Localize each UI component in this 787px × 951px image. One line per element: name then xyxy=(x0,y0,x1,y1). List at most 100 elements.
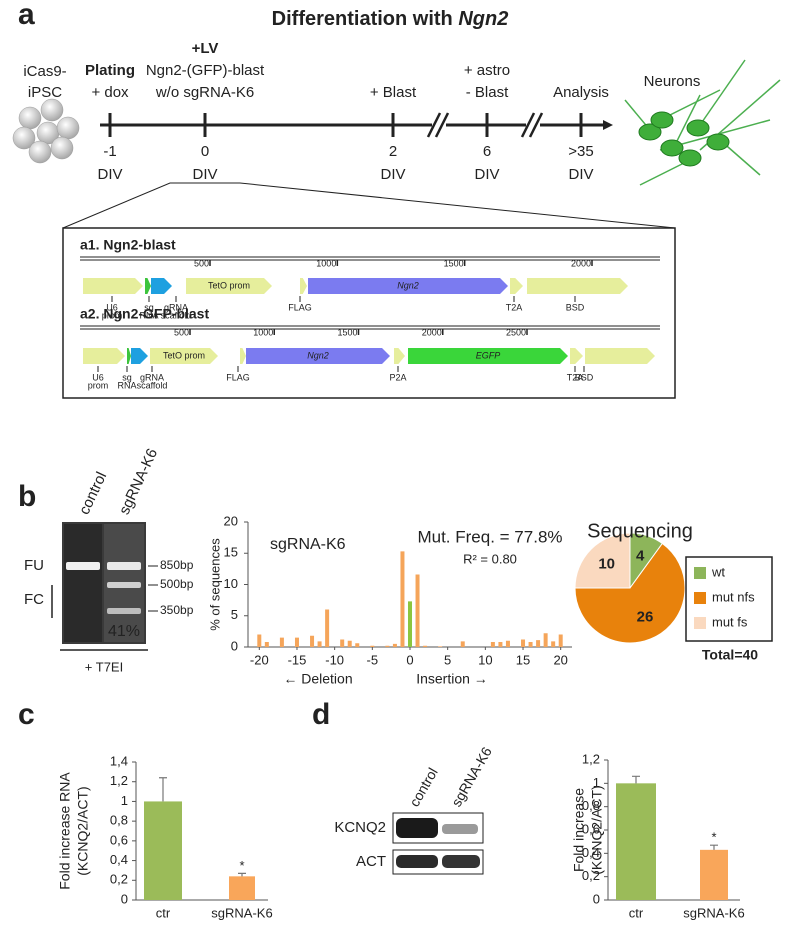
timeline-unit: DIV xyxy=(568,166,593,183)
feature-label: T2A xyxy=(506,302,523,312)
neuron-body xyxy=(706,133,730,151)
x-tick-label: 0 xyxy=(406,652,413,667)
y-tick-label: 0,4 xyxy=(582,845,600,860)
legend-swatch xyxy=(694,592,706,604)
neurite xyxy=(699,59,746,126)
pie-value-label: 4 xyxy=(636,548,645,565)
significance-mark: * xyxy=(239,858,244,873)
x-axis-label: Insertion → xyxy=(416,671,488,687)
feature-label: gRNA xyxy=(140,372,164,382)
feature-arrow xyxy=(131,348,148,364)
feature-label: sg xyxy=(122,372,132,382)
bar xyxy=(400,551,405,647)
y-axis-label: (KCNQ2/ACT) xyxy=(75,786,91,875)
y-axis-label: (KCNQ2/ACT) xyxy=(589,785,605,874)
lane-label: control xyxy=(406,765,441,809)
y-tick-label: 1,2 xyxy=(582,751,600,766)
feature-label: FLAG xyxy=(226,372,250,382)
bar xyxy=(408,601,412,647)
feature-arrow xyxy=(240,348,246,364)
legend-box xyxy=(685,556,773,642)
ruler-label: 1500 xyxy=(444,258,464,268)
timeline-time: 2 xyxy=(389,143,397,160)
chart-title: Sequencing xyxy=(587,520,693,542)
blot-band xyxy=(442,824,478,834)
axis-break xyxy=(426,112,442,138)
feature-label: Ngn2 xyxy=(397,280,419,290)
gel-row-label: FU xyxy=(24,557,44,574)
y-tick-label: 0,4 xyxy=(110,852,128,867)
zoom-lines xyxy=(62,182,676,229)
neuron-body xyxy=(660,139,684,157)
x-axis-label: ← Deletion xyxy=(283,671,352,687)
timeline-step-label: + Blast xyxy=(370,84,417,101)
bar xyxy=(415,574,420,647)
total-label: Total=40 xyxy=(702,647,758,663)
bar xyxy=(310,635,315,647)
timeline-step-label: +LV xyxy=(192,40,219,57)
feature-arrow xyxy=(585,348,655,364)
lane-label: sgRNA-K6 xyxy=(116,446,161,517)
timeline-arrowhead xyxy=(603,120,613,130)
y-tick-label: 0,2 xyxy=(110,872,128,887)
legend-swatch xyxy=(694,567,706,579)
annotation: R² = 0.80 xyxy=(463,551,517,566)
pie-value-label: 26 xyxy=(637,608,654,625)
panel-label: a xyxy=(18,0,35,31)
y-tick-label: 1 xyxy=(593,775,600,790)
feature-label: prom xyxy=(102,310,123,320)
feature-label: TetO prom xyxy=(208,280,250,290)
x-tick-label: sgRNA-K6 xyxy=(211,905,272,920)
ruler-label: 2500 xyxy=(506,327,526,337)
bar xyxy=(385,645,390,647)
y-tick-label: 5 xyxy=(231,607,238,622)
neuron-body xyxy=(638,123,662,141)
y-tick-label: 0 xyxy=(231,638,238,653)
ruler-label: 2000 xyxy=(571,258,591,268)
feature-label: scaffold xyxy=(161,310,192,320)
bar xyxy=(294,637,299,647)
y-axis-label: Fold increase RNA xyxy=(57,772,73,890)
y-tick-label: 0,8 xyxy=(582,798,600,813)
blot-band xyxy=(442,855,480,868)
feature-arrow xyxy=(308,278,508,294)
y-tick-label: 20 xyxy=(224,513,238,528)
pie-slice xyxy=(574,532,631,589)
neurite xyxy=(674,94,701,146)
legend-swatch xyxy=(694,617,706,629)
feature-label: BSD xyxy=(566,302,585,312)
gel-lane xyxy=(64,524,102,642)
bar xyxy=(505,640,510,647)
blot-row-label: KCNQ2 xyxy=(334,819,386,836)
error-bar xyxy=(632,775,640,784)
feature-label: Ngn2 xyxy=(307,350,329,360)
y-tick-label: 0,6 xyxy=(582,821,600,836)
feature-arrow xyxy=(510,278,523,294)
gel-band xyxy=(66,562,100,570)
feature-arrow xyxy=(570,348,583,364)
timeline-step-label: + dox xyxy=(91,84,129,101)
marker-label: 350bp xyxy=(160,603,194,617)
y-tick-label: 0 xyxy=(593,891,600,906)
ruler-label: 2000 xyxy=(422,327,442,337)
neuron-body xyxy=(686,119,710,137)
y-tick-label: 15 xyxy=(224,545,238,560)
gel-band xyxy=(107,582,141,588)
bar xyxy=(317,641,322,647)
bar xyxy=(700,849,728,900)
bar xyxy=(490,642,495,647)
x-tick-label: -10 xyxy=(325,652,344,667)
x-tick-label: -15 xyxy=(288,652,307,667)
feature-arrow xyxy=(83,348,125,364)
bar xyxy=(229,876,255,900)
neuron-body xyxy=(650,111,674,129)
blot-row-label: ACT xyxy=(356,853,386,870)
axis-break xyxy=(520,112,536,138)
pie-slice xyxy=(574,542,686,644)
bar xyxy=(347,640,352,647)
timeline-step-label: + astro xyxy=(464,62,510,79)
feature-label: scaffold xyxy=(137,380,168,390)
construct-title: a1. Ngn2-blast xyxy=(80,237,176,253)
title-italic: Ngn2 xyxy=(458,8,508,30)
y-axis-label: Fold increase xyxy=(571,788,587,872)
